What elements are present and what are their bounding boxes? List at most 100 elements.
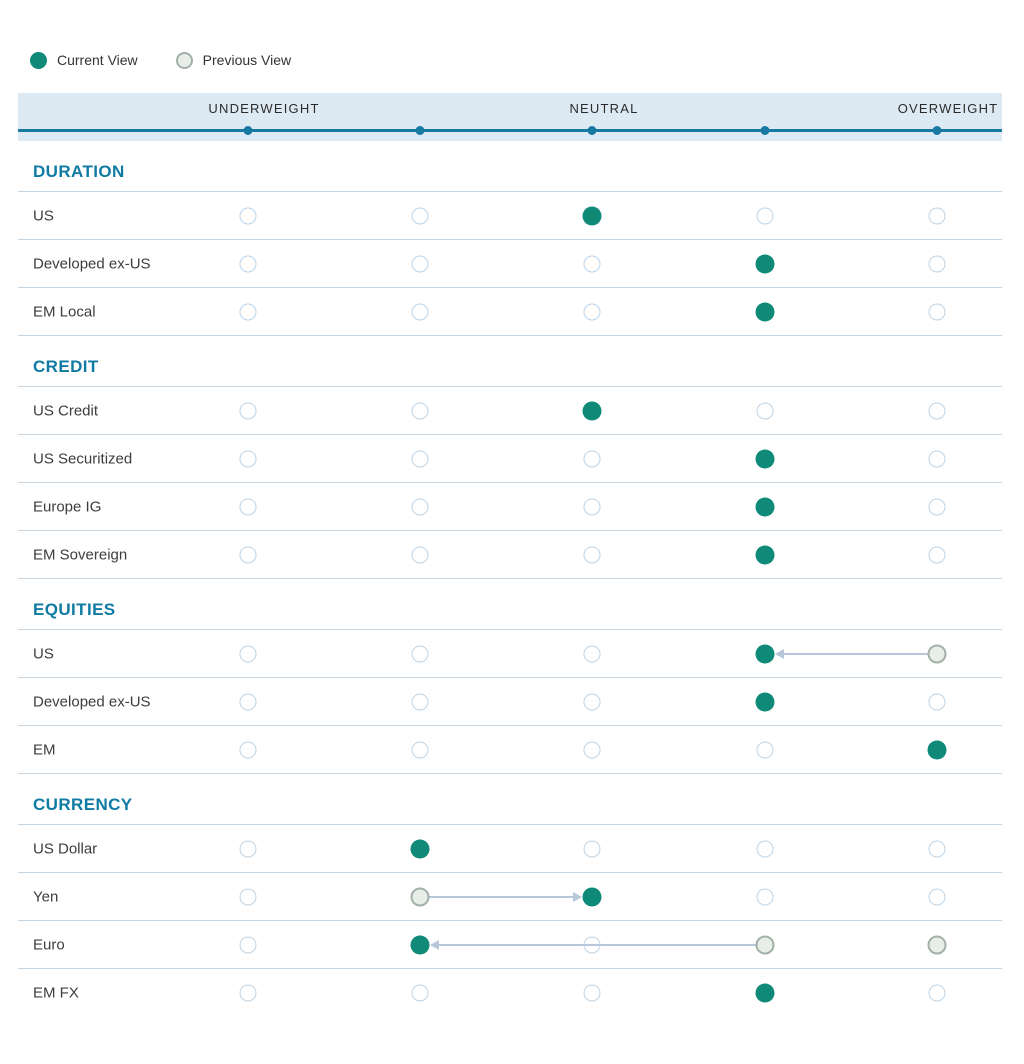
position-4-empty-circle xyxy=(756,402,774,419)
row-us: US xyxy=(18,630,1002,678)
position-3-empty-circle xyxy=(583,450,601,467)
row-label: Developed ex-US xyxy=(33,693,151,710)
position-1-empty-circle xyxy=(239,255,257,272)
arrow-line xyxy=(437,943,765,946)
row-us-dollar: US Dollar xyxy=(18,825,1002,873)
axis-tick-dot xyxy=(415,126,425,135)
position-2-empty-circle xyxy=(411,645,429,662)
position-1-empty-circle xyxy=(239,888,257,905)
position-1-empty-circle xyxy=(239,984,257,1001)
legend-current-label: Current View xyxy=(57,52,138,68)
position-2-previous-circle xyxy=(410,887,430,906)
position-4-current-circle xyxy=(755,983,775,1002)
position-2-empty-circle xyxy=(411,450,429,467)
axis-line xyxy=(18,129,1002,132)
position-2-empty-circle xyxy=(411,984,429,1001)
row-label: US xyxy=(33,207,54,224)
position-3-empty-circle xyxy=(583,693,601,710)
row-label: US Credit xyxy=(33,402,99,419)
position-1-empty-circle xyxy=(239,546,257,563)
position-1-empty-circle xyxy=(239,450,257,467)
axis-tick-dot xyxy=(760,126,770,135)
row-us: US xyxy=(18,192,1002,240)
position-5-empty-circle xyxy=(928,450,946,467)
position-4-empty-circle xyxy=(756,888,774,905)
position-5-empty-circle xyxy=(928,498,946,515)
position-5-empty-circle xyxy=(928,693,946,710)
position-3-empty-circle xyxy=(583,840,601,857)
row-euro: Euro xyxy=(18,921,1002,969)
row-label: EM FX xyxy=(33,984,79,1001)
position-1-empty-circle xyxy=(239,840,257,857)
section-rows: US Developed ex-US EM Local xyxy=(18,191,1002,336)
position-5-empty-circle xyxy=(928,840,946,857)
section-rows: US Credit US Securitized Europe IG EM Sover… xyxy=(18,386,1002,579)
position-3-empty-circle xyxy=(583,741,601,758)
axis-tick-dot xyxy=(932,126,942,135)
position-5-previous-circle xyxy=(927,644,947,663)
position-4-current-circle xyxy=(755,449,775,468)
position-2-current-circle xyxy=(410,839,430,858)
axis-tick-dot xyxy=(243,126,253,135)
arrow-head-icon xyxy=(573,891,582,902)
position-5-empty-circle xyxy=(928,546,946,563)
section-credit: CREDIT US Credit US Securitized Europe IG EM… xyxy=(18,356,1002,579)
row-yen: Yen xyxy=(18,873,1002,921)
row-us-securitized: US Securitized xyxy=(18,435,1002,483)
row-label: Europe IG xyxy=(33,498,102,515)
row-developed-ex-us: Developed ex-US xyxy=(18,240,1002,288)
position-2-empty-circle xyxy=(411,498,429,515)
section-title: CREDIT xyxy=(33,357,99,376)
position-4-current-circle xyxy=(755,545,775,564)
position-4-empty-circle xyxy=(756,207,774,224)
position-3-empty-circle xyxy=(583,255,601,272)
position-2-empty-circle xyxy=(411,741,429,758)
axis-label-neutral: NEUTRAL xyxy=(569,101,639,116)
axis-label-overweight: OVERWEIGHT xyxy=(897,101,999,116)
row-em: EM xyxy=(18,726,1002,774)
position-3-empty-circle xyxy=(583,645,601,662)
position-3-empty-circle xyxy=(583,498,601,515)
section-title: DURATION xyxy=(33,162,125,181)
position-5-empty-circle xyxy=(928,888,946,905)
row-label: US Dollar xyxy=(33,840,98,857)
position-1-empty-circle xyxy=(239,741,257,758)
position-3-current-circle xyxy=(582,401,602,420)
row-label: US xyxy=(33,645,54,662)
row-europe-ig: Europe IG xyxy=(18,483,1002,531)
position-2-empty-circle xyxy=(411,303,429,320)
position-1-empty-circle xyxy=(239,498,257,515)
section-title: CURRENCY xyxy=(33,795,133,814)
position-4-previous-circle xyxy=(755,935,775,954)
position-1-empty-circle xyxy=(239,936,257,953)
row-label: Euro xyxy=(33,936,65,953)
section-rows: US Dollar Yen Euro EM FX xyxy=(18,824,1002,1016)
position-1-empty-circle xyxy=(239,402,257,419)
section-rows: US Developed ex-US EM xyxy=(18,629,1002,774)
position-4-current-circle xyxy=(755,302,775,321)
row-developed-ex-us: Developed ex-US xyxy=(18,678,1002,726)
row-label: Developed ex-US xyxy=(33,255,151,272)
position-3-empty-circle xyxy=(583,303,601,320)
position-4-current-circle xyxy=(755,497,775,516)
arrow-line xyxy=(782,652,937,655)
position-1-empty-circle xyxy=(239,303,257,320)
position-3-empty-circle xyxy=(583,984,601,1001)
position-2-empty-circle xyxy=(411,693,429,710)
position-4-empty-circle xyxy=(756,741,774,758)
position-2-empty-circle xyxy=(411,546,429,563)
row-label: EM xyxy=(33,741,56,758)
section-currency: CURRENCY US Dollar Yen Euro EM FX xyxy=(18,794,1002,1016)
row-em-fx: EM FX xyxy=(18,969,1002,1016)
position-2-current-circle xyxy=(410,935,430,954)
previous-view-dot-icon xyxy=(175,51,193,69)
row-label: EM Sovereign xyxy=(33,546,128,563)
position-4-current-circle xyxy=(755,692,775,711)
section-duration: DURATION US Developed ex-US EM Local xyxy=(18,161,1002,336)
position-3-empty-circle xyxy=(583,546,601,563)
position-5-empty-circle xyxy=(928,303,946,320)
position-4-current-circle xyxy=(755,644,775,663)
legend: Current View Previous View xyxy=(30,50,1024,70)
row-label: EM Local xyxy=(33,303,96,320)
legend-item-previous: Previous View xyxy=(175,51,291,69)
